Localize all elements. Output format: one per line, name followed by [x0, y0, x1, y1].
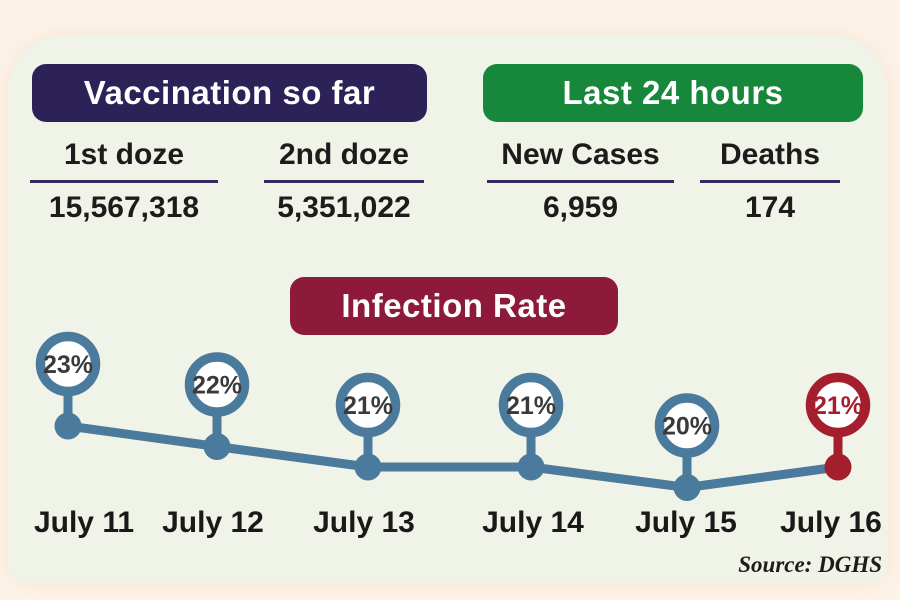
- chart-line: [63, 421, 843, 492]
- infection-rate-header-label: Infection Rate: [341, 287, 567, 324]
- stat-first-doze-label: 1st doze: [30, 138, 218, 183]
- chart-point-circle: [335, 372, 401, 438]
- chart-point-circle: [498, 372, 564, 438]
- x-axis-label: July 12: [162, 506, 264, 539]
- chart-point-value: 21%: [343, 392, 393, 420]
- source-note: Source: DGHS: [738, 552, 882, 577]
- chart-dot: [354, 453, 382, 481]
- stat-new-cases-value: 6,959: [542, 191, 619, 224]
- chart-dot: [203, 433, 231, 460]
- last-24-hours-header: Last 24 hours: [483, 64, 863, 122]
- chart-point-value: 21%: [506, 392, 556, 420]
- chart-point-circle: [805, 372, 871, 438]
- vaccination-header-label: Vaccination so far: [83, 74, 376, 111]
- stat-new-cases-label: New Cases: [487, 138, 674, 183]
- chart-point-value: 21%: [813, 392, 863, 420]
- chart-point-value: 20%: [662, 413, 712, 441]
- stat-second-doze: 2nd doze 5,351,022: [264, 138, 424, 225]
- stat-deaths: Deaths 174: [700, 138, 840, 225]
- stat-new-cases: New Cases 6,959: [487, 138, 674, 225]
- chart-dot: [517, 453, 545, 481]
- chart-point-circle: [184, 352, 250, 417]
- chart-point-value: 22%: [192, 372, 242, 400]
- x-axis-label: July 15: [635, 506, 737, 539]
- last-24-hours-header-label: Last 24 hours: [562, 74, 784, 111]
- stat-deaths-label: Deaths: [700, 138, 840, 183]
- stat-second-doze-value: 5,351,022: [277, 191, 411, 224]
- stat-first-doze-value: 15,567,318: [48, 191, 200, 224]
- vaccination-header: Vaccination so far: [32, 64, 427, 122]
- x-axis-label: July 11: [33, 506, 135, 539]
- x-axis-label: July 13: [313, 506, 415, 539]
- stat-second-doze-label: 2nd doze: [264, 138, 424, 183]
- chart-dot: [54, 412, 82, 440]
- chart-dot: [673, 474, 701, 501]
- chart-point-circle: [35, 331, 101, 397]
- x-axis-label: July 16: [780, 506, 882, 539]
- infection-rate-header: Infection Rate: [290, 277, 618, 335]
- stat-deaths-value: 174: [744, 191, 796, 224]
- chart-dot: [824, 453, 852, 481]
- chart-point-circle: [654, 393, 720, 458]
- stat-first-doze: 1st doze 15,567,318: [30, 138, 218, 225]
- chart-point-value: 23%: [43, 351, 93, 379]
- x-axis-label: July 14: [482, 506, 584, 539]
